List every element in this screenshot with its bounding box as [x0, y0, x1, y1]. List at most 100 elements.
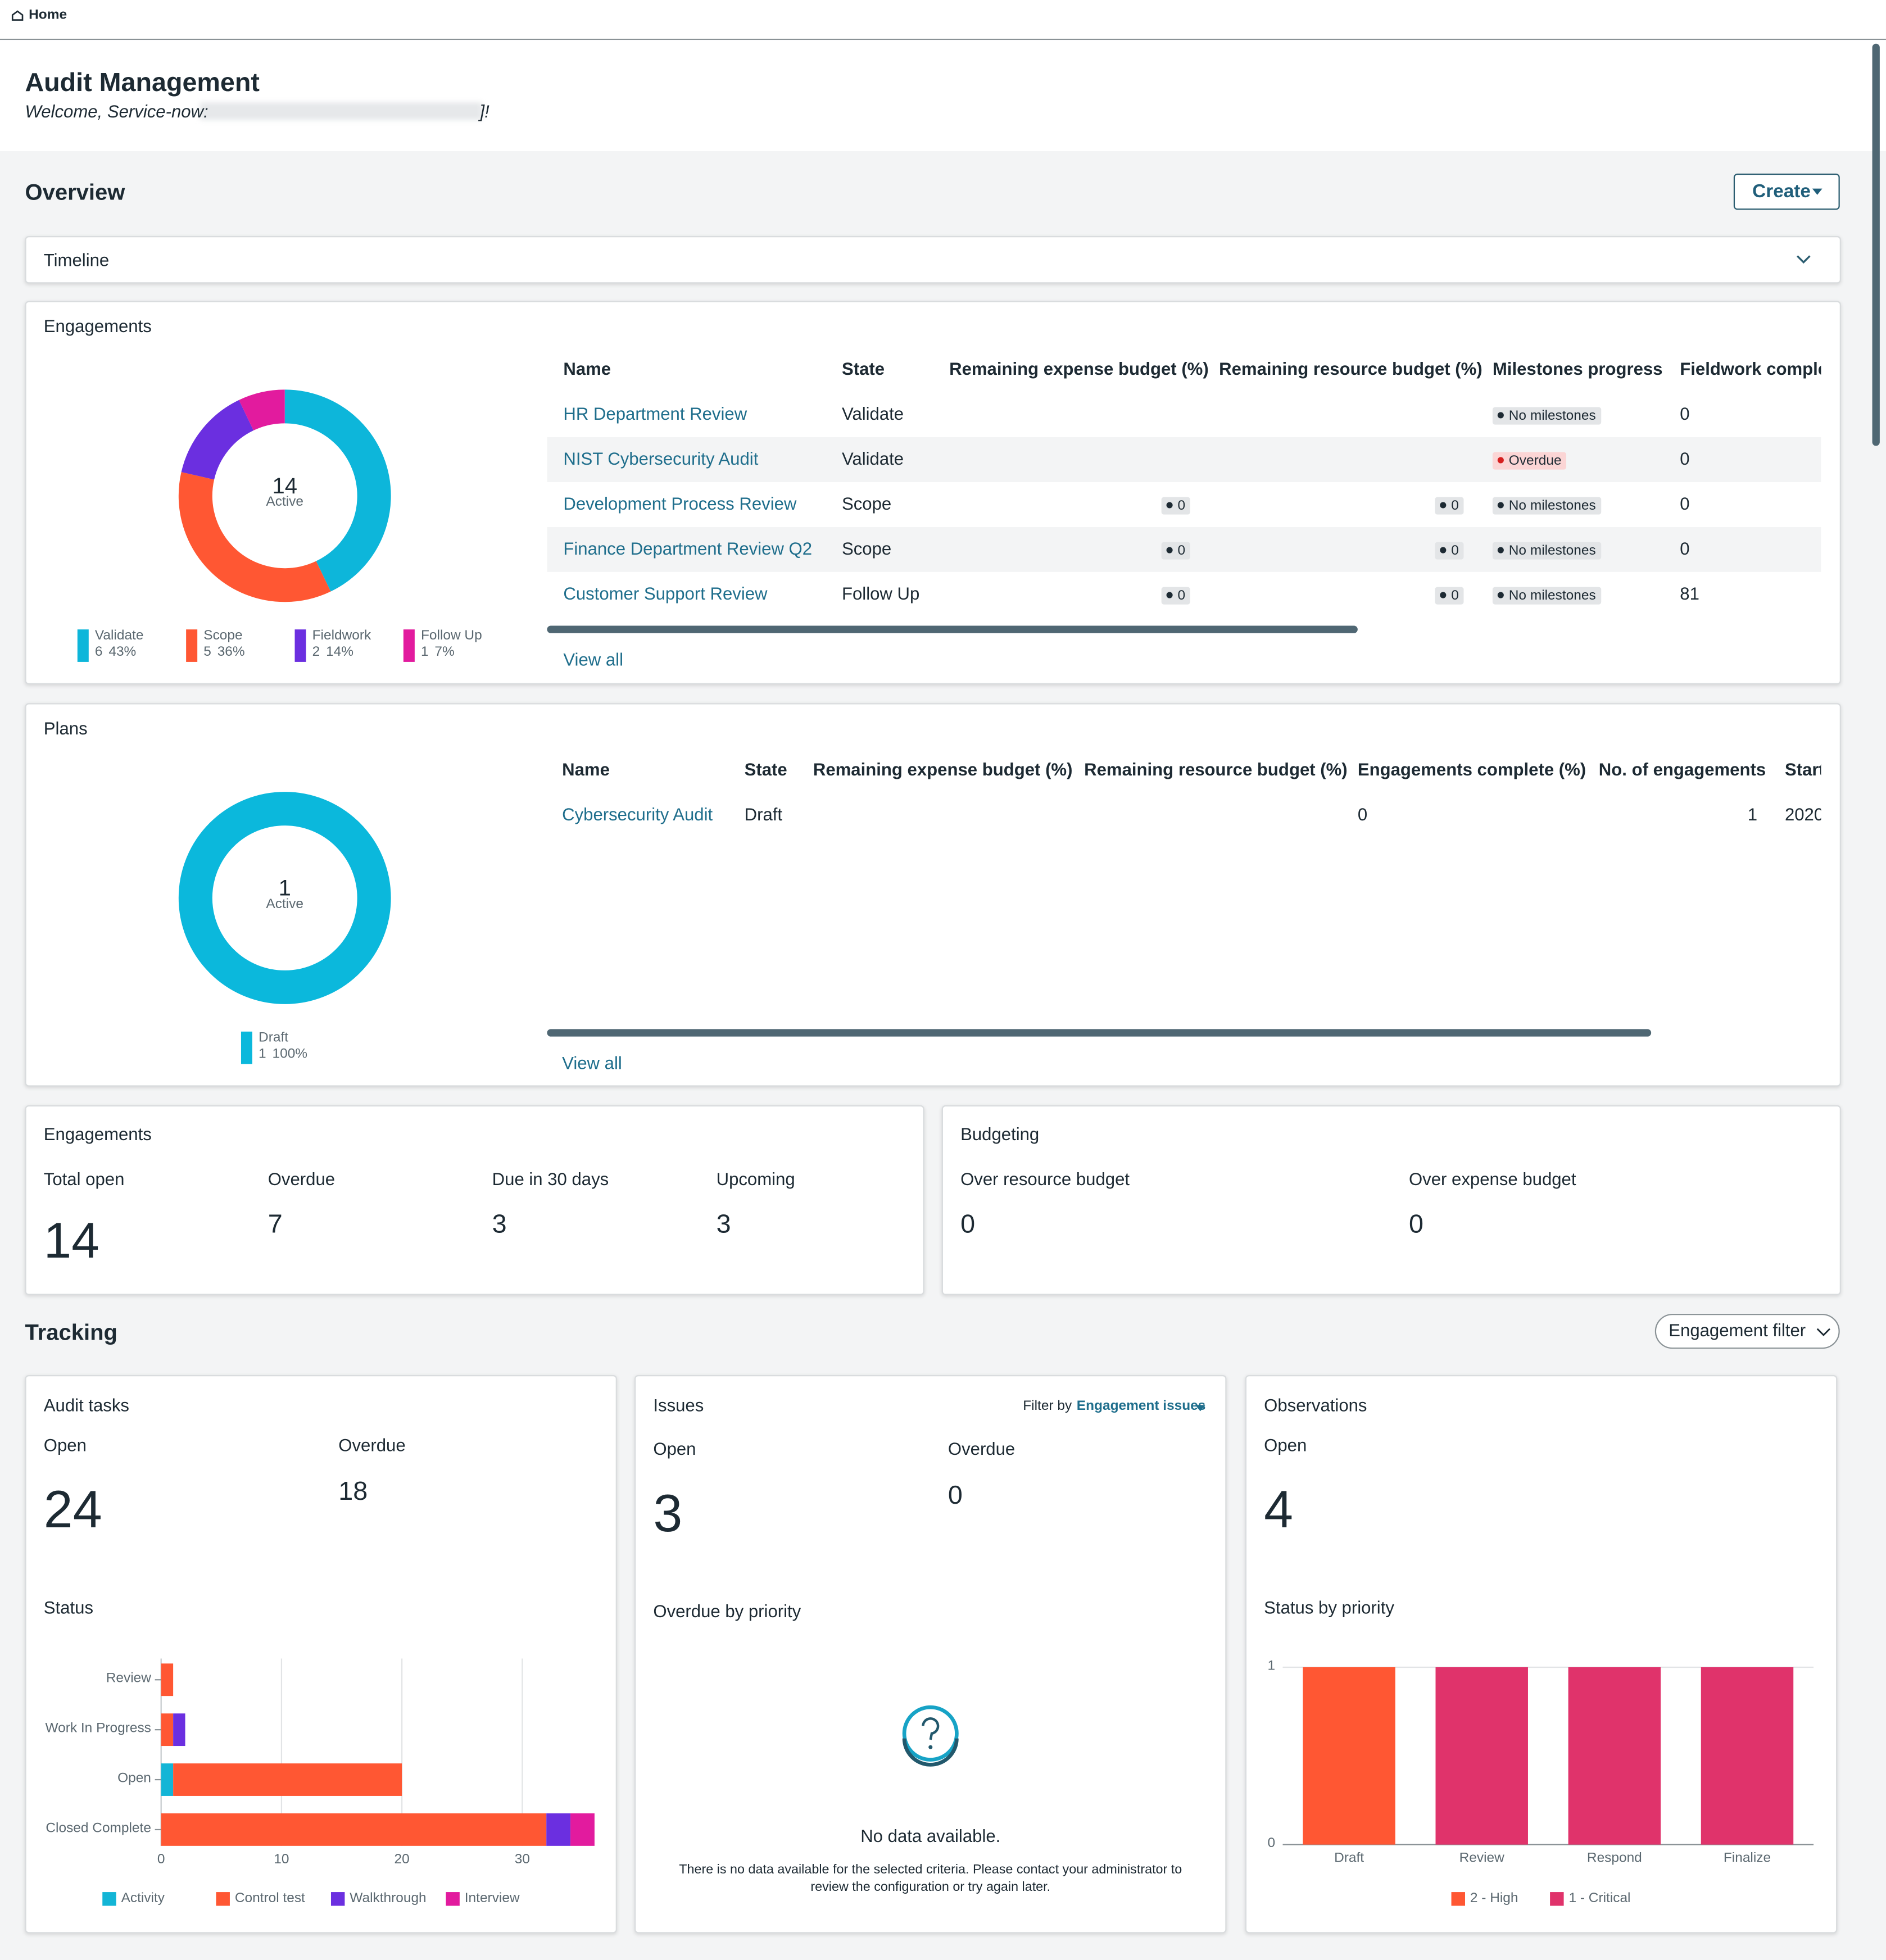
legend-label: Interview [464, 1891, 520, 1906]
create-button[interactable] [1733, 173, 1840, 210]
legend-label: Scope [203, 628, 243, 643]
badge-label: 0 [1177, 498, 1186, 514]
row-stripe [547, 437, 1821, 482]
bar-segment [161, 1713, 174, 1746]
status-dot [1440, 547, 1447, 553]
column-header: Remaining resource budget (%) [1219, 359, 1482, 379]
column-header: Remaining resource budget (%) [1084, 759, 1348, 780]
badge-label: 0 [1451, 498, 1459, 514]
stat-value: 0 [960, 1210, 976, 1239]
column-header: Name [563, 359, 611, 379]
cell: Scope [841, 493, 892, 514]
section-title: Tracking [25, 1320, 117, 1345]
help-icon-shadow [902, 1738, 959, 1767]
donut-center-value: 1 [278, 875, 291, 901]
timeline-label[interactable]: Timeline [43, 249, 110, 270]
card-title: Issues [653, 1395, 704, 1415]
legend-label: Activity [121, 1891, 165, 1906]
timeline-bar[interactable] [25, 236, 1841, 284]
status-dot [1497, 457, 1504, 464]
legend-swatch [241, 1031, 252, 1064]
stat-label: Due in 30 days [492, 1169, 609, 1190]
status-dot [1497, 412, 1504, 419]
badge-label: 0 [1451, 588, 1459, 604]
top-bar [0, 0, 1886, 40]
legend-count: 5 [203, 645, 211, 660]
home-icon [11, 10, 24, 21]
badge-label: No milestones [1508, 588, 1596, 604]
bar-segment [161, 1813, 547, 1846]
status-dot [1166, 592, 1173, 598]
legend-count: 2 [312, 645, 320, 660]
y-tick-label: 1 [1267, 1658, 1276, 1674]
column-header: Start [1784, 759, 1821, 780]
bar-segment [1568, 1667, 1661, 1845]
donut-center-label: Active [266, 897, 304, 912]
view-all-link[interactable]: View all [563, 650, 624, 670]
column-header: State [744, 759, 787, 780]
row-link[interactable]: HR Department Review [563, 403, 747, 424]
y-tick-label: Review [106, 1671, 151, 1686]
status-dot [1497, 592, 1504, 598]
create-label[interactable]: Create [1752, 181, 1811, 203]
legend-count: 1 [259, 1046, 266, 1062]
filter-label[interactable]: Engagement filter [1669, 1320, 1806, 1340]
panel-title: Plans [43, 718, 88, 739]
badge-label: 0 [1177, 588, 1186, 604]
row-link[interactable]: Finance Department Review Q2 [563, 538, 813, 559]
cell: Follow Up [841, 583, 920, 604]
row-link[interactable]: Customer Support Review [563, 583, 768, 604]
row-link[interactable]: Cybersecurity Audit [562, 804, 713, 825]
badge: No milestones [1492, 497, 1601, 515]
status-dot [1497, 502, 1504, 509]
cell: 0 [1680, 493, 1690, 514]
legend-label: Fieldwork [312, 628, 371, 643]
welcome-text: Welcome, Service-now: [25, 101, 208, 121]
view-all-link[interactable]: View all [562, 1053, 622, 1073]
x-tick-label: 0 [157, 1852, 165, 1868]
scrollbar[interactable] [547, 625, 1358, 633]
badge-label: 0 [1177, 543, 1186, 559]
panel-title: Engagements [43, 316, 152, 337]
badge: 0 [1435, 497, 1464, 515]
cell: 0 [1680, 538, 1690, 559]
row-link[interactable]: NIST Cybersecurity Audit [563, 448, 759, 469]
legend-label: 1 - Critical [1568, 1891, 1631, 1906]
engagement-stats-card [25, 1105, 924, 1295]
breadcrumb-home[interactable]: Home [29, 7, 67, 23]
scrollbar[interactable] [547, 1029, 1652, 1037]
cell: 1 [1747, 804, 1758, 825]
page-scrollbar[interactable] [1872, 43, 1880, 446]
filter-label: Filter by [1023, 1399, 1072, 1414]
bar-segment [161, 1763, 174, 1796]
status-dot [1497, 547, 1504, 553]
badge: 0 [1435, 587, 1464, 605]
stat-label: Open [43, 1435, 87, 1455]
filter-value[interactable]: Engagement issues [1076, 1399, 1206, 1414]
badge: No milestones [1492, 542, 1601, 560]
stat-value: 7 [268, 1210, 283, 1239]
chart-title: Status [43, 1598, 94, 1618]
row-link[interactable]: Development Process Review [563, 493, 797, 514]
column-header: Engagements complete (%) [1357, 759, 1586, 780]
status-dot [1166, 502, 1173, 509]
x-tick-label: Finalize [1723, 1851, 1771, 1866]
legend-swatch [330, 1892, 345, 1906]
stat-label: Total open [43, 1169, 125, 1190]
badge: 0 [1161, 587, 1191, 605]
engagement-filter-button[interactable] [1654, 1314, 1840, 1349]
cell: 2020 [1784, 804, 1821, 825]
legend-count: 6 [94, 645, 103, 660]
badge-label: No milestones [1508, 498, 1596, 514]
badge: 0 [1435, 542, 1464, 560]
badge: 0 [1161, 497, 1191, 515]
stat-label: Over expense budget [1408, 1169, 1576, 1190]
issues-card [634, 1374, 1227, 1934]
legend-percent: 43% [108, 645, 137, 660]
legend-swatch [1451, 1892, 1465, 1906]
stat-label: Overdue [338, 1435, 406, 1455]
bar-segment [173, 1763, 402, 1796]
stat-value: 0 [947, 1481, 963, 1510]
